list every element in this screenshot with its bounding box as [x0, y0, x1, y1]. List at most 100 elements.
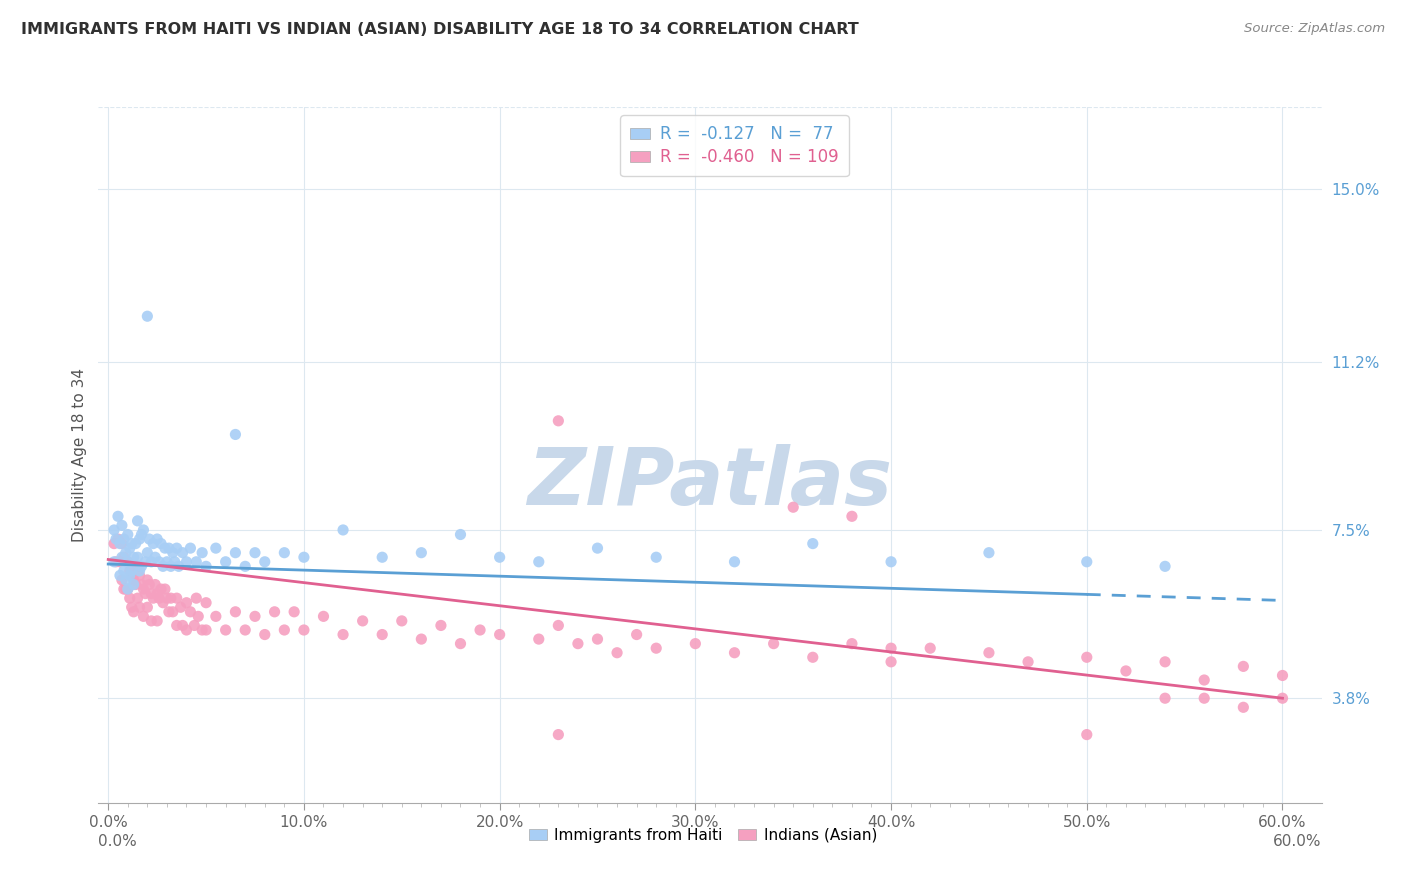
Point	[527, 555, 550, 569]
Text: 0.0%: 0.0%	[98, 834, 138, 849]
Point	[163, 555, 186, 569]
Point	[108, 568, 131, 582]
Point	[122, 605, 145, 619]
Point	[146, 532, 169, 546]
Point	[108, 555, 131, 569]
Point	[1076, 555, 1098, 569]
Point	[142, 591, 165, 606]
Legend: R =  -0.127   N =  77, R =  -0.460   N = 109: R = -0.127 N = 77, R = -0.460 N = 109	[620, 115, 849, 177]
Point	[977, 646, 1000, 660]
Point	[143, 577, 166, 591]
Point	[134, 586, 156, 600]
Point	[841, 637, 863, 651]
Point	[312, 609, 335, 624]
Point	[156, 555, 179, 569]
Point	[977, 546, 1000, 560]
Point	[153, 582, 176, 596]
Point	[117, 582, 139, 596]
Point	[1154, 655, 1177, 669]
Point	[121, 600, 143, 615]
Point	[172, 546, 194, 560]
Point	[153, 541, 176, 556]
Point	[121, 536, 143, 550]
Point	[205, 541, 228, 556]
Point	[243, 546, 266, 560]
Point	[527, 632, 550, 646]
Point	[128, 564, 150, 578]
Point	[411, 546, 433, 560]
Point	[195, 596, 218, 610]
Point	[586, 632, 609, 646]
Point	[187, 609, 209, 624]
Point	[111, 536, 134, 550]
Point	[131, 559, 153, 574]
Point	[162, 546, 184, 560]
Point	[157, 541, 180, 556]
Point	[122, 577, 145, 591]
Point	[332, 627, 354, 641]
Point	[191, 623, 214, 637]
Point	[118, 568, 141, 582]
Point	[547, 728, 569, 742]
Point	[114, 582, 136, 596]
Legend: Immigrants from Haiti, Indians (Asian): Immigrants from Haiti, Indians (Asian)	[523, 822, 883, 848]
Point	[195, 559, 218, 574]
Point	[273, 546, 295, 560]
Point	[176, 596, 198, 610]
Point	[111, 573, 134, 587]
Point	[1154, 559, 1177, 574]
Point	[411, 632, 433, 646]
Point	[224, 605, 246, 619]
Point	[880, 641, 903, 656]
Point	[124, 536, 146, 550]
Point	[205, 609, 228, 624]
Point	[105, 532, 128, 546]
Point	[468, 623, 491, 637]
Point	[253, 555, 276, 569]
Point	[166, 591, 188, 606]
Point	[112, 550, 135, 565]
Point	[132, 523, 155, 537]
Point	[117, 527, 139, 541]
Point	[292, 623, 315, 637]
Point	[160, 559, 183, 574]
Point	[131, 527, 153, 541]
Point	[143, 550, 166, 565]
Point	[142, 536, 165, 550]
Point	[1154, 691, 1177, 706]
Point	[762, 637, 785, 651]
Point	[128, 532, 150, 546]
Point	[723, 555, 745, 569]
Point	[122, 550, 145, 565]
Point	[152, 596, 174, 610]
Point	[162, 605, 184, 619]
Point	[1232, 659, 1254, 673]
Point	[103, 536, 125, 550]
Point	[332, 523, 354, 537]
Point	[626, 627, 648, 641]
Point	[121, 568, 143, 582]
Point	[233, 559, 256, 574]
Point	[112, 582, 135, 596]
Point	[782, 500, 804, 515]
Point	[156, 591, 179, 606]
Point	[880, 655, 903, 669]
Point	[801, 536, 824, 550]
Point	[141, 586, 163, 600]
Point	[148, 591, 170, 606]
Point	[233, 623, 256, 637]
Point	[114, 555, 136, 569]
Point	[243, 609, 266, 624]
Point	[118, 591, 141, 606]
Point	[111, 550, 134, 565]
Point	[430, 618, 453, 632]
Point	[263, 605, 285, 619]
Point	[160, 591, 183, 606]
Point	[1017, 655, 1039, 669]
Point	[283, 605, 305, 619]
Point	[224, 427, 246, 442]
Point	[195, 623, 218, 637]
Point	[148, 555, 170, 569]
Point	[107, 532, 129, 546]
Point	[114, 546, 136, 560]
